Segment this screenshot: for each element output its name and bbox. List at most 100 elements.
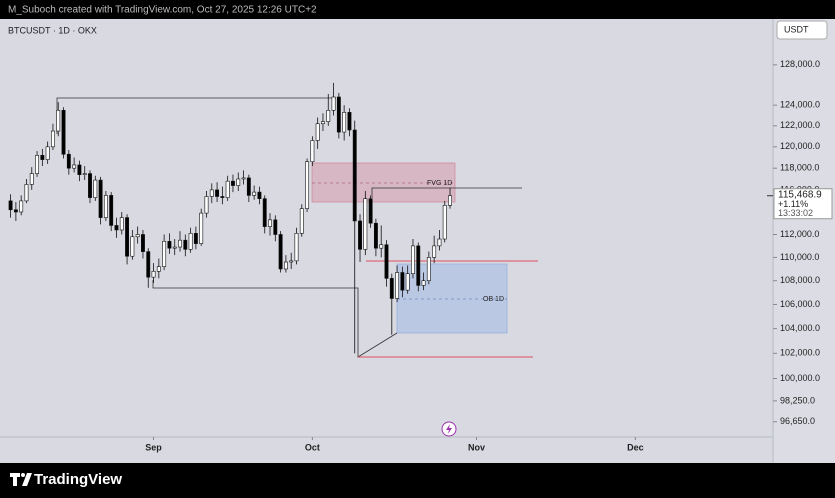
candle-body [294, 233, 299, 262]
x-tick-label: Oct [305, 442, 320, 452]
candle-body [448, 195, 452, 206]
candle-body [114, 225, 119, 231]
candle-body [183, 239, 188, 250]
candle-body [326, 109, 331, 122]
candle-body [45, 146, 50, 160]
candle-body [389, 278, 394, 299]
candle-body [167, 241, 172, 249]
y-tick-label: 128,000.0 [780, 59, 820, 69]
candle-body [426, 257, 431, 282]
y-tick-label: 122,000.0 [780, 120, 820, 130]
candle-body [225, 180, 230, 198]
candle-body [146, 251, 151, 278]
candle-body [209, 189, 214, 197]
candle-body [373, 222, 378, 249]
candle-body [241, 177, 246, 180]
candle-body [231, 180, 235, 186]
candle-body [204, 196, 209, 214]
candle-body [437, 238, 442, 247]
logo-text: TradingView [34, 471, 122, 488]
candle-body [8, 200, 13, 211]
price-label-box [773, 188, 833, 220]
candle-body [278, 234, 283, 270]
price-label-change: +1.11% [778, 199, 808, 209]
candle-body [77, 164, 82, 175]
candle-body [188, 233, 193, 250]
fvg-zone [311, 162, 456, 203]
level-line [371, 187, 522, 198]
candle-body [156, 266, 161, 272]
y-tick-label: 120,000.0 [780, 141, 820, 151]
candle-body [289, 260, 294, 263]
x-tick-label: Nov [468, 442, 485, 452]
y-tick-label: 100,000.0 [780, 373, 820, 383]
candle-body [220, 196, 225, 198]
y-tick-label: 108,000.0 [780, 275, 820, 285]
trend-line [152, 280, 398, 358]
y-tick-label: 112,000.0 [780, 229, 819, 239]
candle-body [299, 208, 304, 234]
candle-body [305, 161, 310, 209]
currency-box[interactable] [776, 20, 828, 40]
candle-body [93, 179, 98, 198]
candle-body [347, 112, 352, 131]
candle-body [252, 191, 257, 196]
candle-body [19, 200, 24, 213]
candle-body [40, 155, 45, 160]
candle-body [321, 121, 325, 125]
candle-body [172, 246, 177, 249]
header-text: M_Suboch created with TradingView.com, O… [8, 5, 317, 16]
candle-body [283, 261, 288, 270]
candle-body [119, 217, 124, 231]
candle-body [56, 109, 61, 132]
candle-body [103, 195, 108, 218]
candle-body [262, 198, 267, 227]
price-axis [773, 19, 835, 463]
candle-body [13, 209, 18, 213]
annotation: FVG 1D [427, 180, 452, 187]
y-tick-label: 124,000.0 [780, 100, 820, 110]
candle-body [135, 234, 140, 238]
ob-zone [396, 263, 508, 334]
symbol-title: BTCUSDT · 1D · OKX [8, 25, 97, 35]
candle-body [400, 272, 405, 291]
candle-body [109, 195, 114, 226]
candle-body [432, 245, 437, 258]
candle-body [125, 217, 130, 257]
candle-body [178, 239, 182, 248]
candle-body [384, 244, 389, 279]
candle-body [130, 236, 135, 257]
x-tick-label: Dec [627, 442, 644, 452]
candle-body [411, 245, 415, 274]
candle-body [246, 177, 251, 196]
candle-body [72, 164, 77, 169]
y-tick-label: 102,000.0 [780, 348, 820, 358]
y-tick-label: 110,000.0 [780, 252, 819, 262]
candle-body [331, 96, 336, 111]
candle-body [416, 245, 421, 286]
price-label-price: 115,468.9 [778, 189, 822, 200]
candle-body [88, 173, 92, 198]
candle-body [315, 123, 320, 141]
candle-body [24, 184, 29, 202]
candle-body [336, 96, 341, 133]
price-label: 115,468.9+1.11%13:33:02 [767, 188, 833, 220]
candle-body [395, 272, 400, 299]
candle-body [98, 179, 103, 218]
y-tick-label: 104,000.0 [780, 323, 820, 333]
candle-body [273, 219, 278, 235]
y-tick-label: 96,650.0 [780, 416, 815, 426]
candle-body [66, 153, 71, 169]
y-tick-label: 106,000.0 [780, 299, 820, 309]
currency-label: USDT [784, 24, 809, 34]
logo [10, 473, 32, 486]
candle-body [358, 220, 362, 250]
candle-body [310, 140, 315, 163]
y-tick-label: 98,250.0 [780, 395, 815, 405]
y-tick-label: 118,000.0 [780, 163, 819, 173]
candle-body [368, 198, 373, 224]
candle-body [442, 205, 447, 240]
candle-body [352, 129, 357, 222]
